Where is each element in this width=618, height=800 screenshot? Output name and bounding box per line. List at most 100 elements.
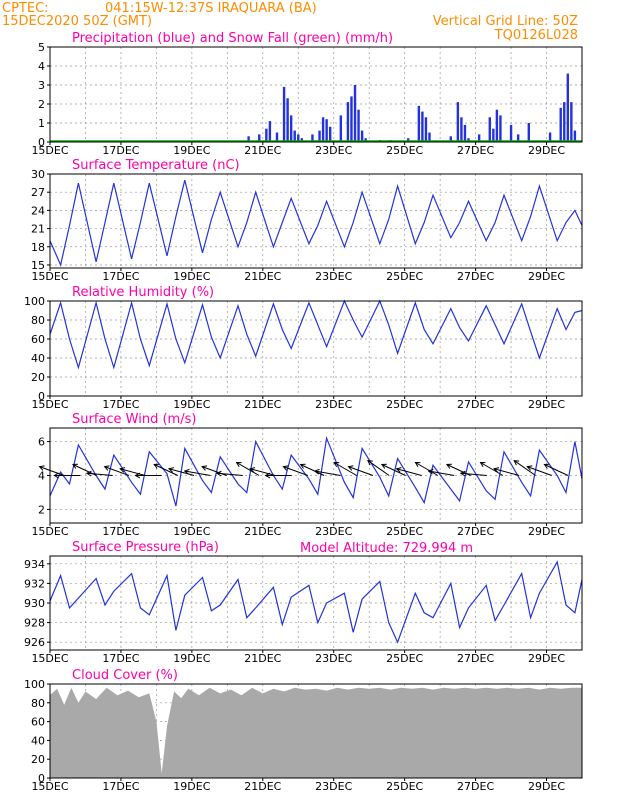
x-tick-label: 23DEC — [315, 652, 352, 665]
wind-arrow — [543, 463, 569, 476]
x-tick-label: 19DEC — [173, 525, 210, 538]
wind-arrow — [395, 467, 422, 476]
wind-arrow — [183, 468, 211, 476]
x-tick-label: 23DEC — [315, 525, 352, 538]
y-tick-label: 5 — [38, 41, 45, 54]
wind-arrow — [119, 467, 146, 476]
x-tick-label: 19DEC — [173, 652, 210, 665]
x-tick-label: 29DEC — [528, 270, 565, 283]
x-tick-label: 15DEC — [31, 652, 68, 665]
precip-bar — [353, 85, 357, 142]
precip-bar — [456, 102, 460, 142]
y-tick-label: 1 — [38, 117, 45, 130]
precip-bar — [300, 138, 304, 142]
x-tick-label: 29DEC — [528, 525, 565, 538]
x-tick-label: 17DEC — [102, 270, 139, 283]
y-tick-label: 100 — [24, 678, 45, 691]
panel-title: Precipitation (blue) and Snow Fall (gree… — [72, 31, 393, 46]
precip-bar — [563, 102, 566, 142]
y-tick-label: 2 — [38, 503, 45, 516]
precip-bar — [516, 134, 520, 142]
y-tick-label: 30 — [31, 168, 45, 181]
wind-arrow — [299, 463, 325, 476]
header-source: CPTEC: — [2, 1, 49, 16]
x-tick-label: 21DEC — [244, 525, 281, 538]
panel-frame — [49, 173, 583, 269]
x-tick-label: 19DEC — [173, 780, 210, 793]
precip-bar — [346, 102, 350, 142]
panel-1: 0 1 2 3 4 5 15DEC 17DEC 19DEC 21DEC 23DEC 25DEC 27DE… — [31, 31, 583, 157]
panel-title: Surface Pressure (hPa) — [72, 540, 219, 555]
chart-panels: 0 1 2 3 4 5 15DEC 17DEC 19DEC 21DEC 23DEC 25DEC 27DE… — [24, 31, 583, 793]
y-tick-label: 80 — [31, 697, 45, 710]
precip-bar — [460, 117, 463, 142]
y-tick-label: 932 — [24, 577, 45, 590]
precip-bar — [570, 102, 573, 142]
y-tick-label: 4 — [38, 470, 45, 483]
wind-arrow — [380, 463, 406, 476]
panel-5: 926 928 930 932 934 15DEC 17DEC 19DEC 21DEC 23DEC… — [24, 540, 583, 665]
y-tick-label: 24 — [31, 204, 45, 217]
wind-arrow — [103, 465, 130, 476]
precip-bar — [275, 132, 279, 142]
precip-bar — [350, 96, 353, 142]
precip-bar — [573, 130, 577, 142]
x-tick-label: 17DEC — [102, 398, 139, 411]
y-tick-label: 100 — [24, 295, 45, 308]
y-tick-label: 928 — [24, 617, 45, 630]
y-tick-label: 15 — [31, 259, 45, 272]
precip-bar — [428, 132, 431, 142]
panel-4: 2 4 6 15DEC 17DEC 19DEC 21DEC 23DEC 25DEC 27DEC 29… — [31, 412, 583, 538]
wind-arrow — [367, 460, 390, 476]
wind-arrow — [526, 465, 552, 476]
x-tick-label: 21DEC — [244, 652, 281, 665]
y-tick-label: 27 — [31, 186, 45, 199]
y-tick-label: 6 — [38, 436, 45, 449]
header-date: 15DEC2020 50Z (GMT) — [2, 14, 152, 29]
x-tick-label: 15DEC — [31, 525, 68, 538]
series-line — [49, 435, 583, 507]
x-tick-label: 21DEC — [244, 780, 281, 793]
x-tick-label: 27DEC — [457, 652, 494, 665]
precip-bar — [311, 134, 314, 142]
x-tick-label: 23DEC — [315, 398, 352, 411]
precip-bar — [407, 138, 410, 142]
precip-bar — [360, 130, 364, 142]
x-tick-label: 25DEC — [386, 398, 423, 411]
precip-bar — [297, 134, 300, 142]
series-line — [49, 299, 583, 370]
x-tick-label: 17DEC — [102, 652, 139, 665]
precip-bar — [477, 134, 481, 142]
precip-bar — [509, 124, 513, 142]
x-tick-label: 27DEC — [457, 525, 494, 538]
wind-arrow — [479, 461, 504, 476]
x-tick-label: 27DEC — [457, 780, 494, 793]
precip-bar — [364, 138, 367, 142]
x-tick-label: 27DEC — [457, 144, 494, 157]
panel-title: Surface Wind (m/s) — [72, 412, 196, 427]
wind-arrow — [235, 461, 260, 476]
x-tick-label: 29DEC — [528, 652, 565, 665]
y-tick-label: 21 — [31, 223, 45, 236]
x-tick-label: 29DEC — [528, 780, 565, 793]
x-tick-label: 19DEC — [173, 398, 210, 411]
precip-bar — [339, 115, 343, 142]
precip-bar — [488, 117, 491, 142]
y-tick-label: 20 — [31, 371, 45, 384]
panel-2: 15 18 21 24 27 30 15DEC 17DEC 19DEC 21DEC 23DEC 25D… — [31, 158, 583, 283]
y-tick-label: 4 — [38, 60, 45, 73]
precip-bar — [449, 136, 452, 142]
wind-arrow — [134, 472, 162, 479]
precip-bar — [293, 130, 296, 142]
precip-bar — [325, 119, 328, 142]
wind-arrow — [313, 468, 341, 476]
x-tick-label: 21DEC — [244, 270, 281, 283]
x-tick-label: 29DEC — [528, 144, 565, 157]
precip-bar — [495, 109, 499, 142]
precip-bar — [318, 130, 321, 142]
y-tick-label: 2 — [38, 98, 45, 111]
x-tick-label: 17DEC — [102, 780, 139, 793]
y-tick-label: 3 — [38, 79, 45, 92]
precip-bar — [286, 98, 289, 142]
y-tick-label: 80 — [31, 314, 45, 327]
